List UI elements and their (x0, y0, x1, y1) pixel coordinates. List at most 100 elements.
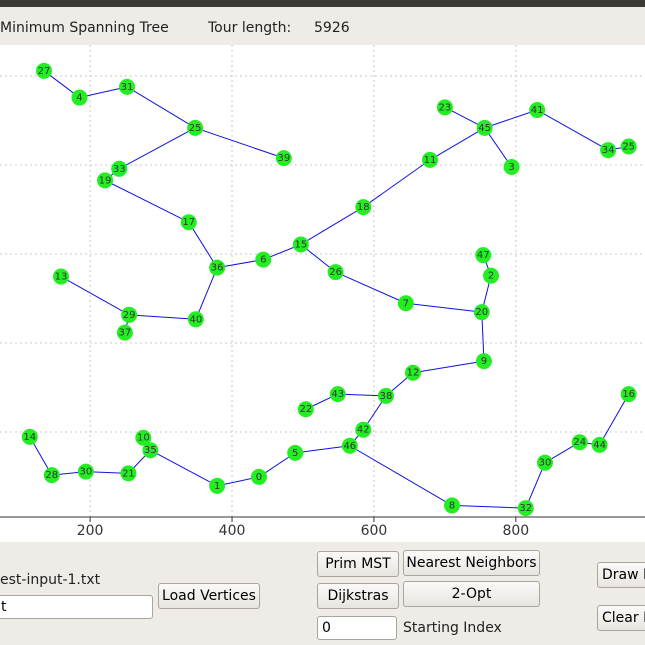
index-label: Starting Index (403, 620, 502, 636)
draw-button[interactable]: Draw L (597, 562, 645, 588)
node (77, 463, 94, 480)
dijkstra-button[interactable]: Dijkstras (317, 583, 399, 609)
node (475, 247, 492, 264)
node-label: 7 (403, 298, 409, 309)
title-bar (0, 0, 645, 7)
prim-button[interactable]: Prim MST (317, 551, 399, 577)
edge (60, 276, 130, 316)
node-label: 40 (189, 314, 202, 325)
edge (300, 206, 364, 245)
node (620, 386, 637, 403)
node-label: 2 (488, 271, 494, 282)
node-label: 21 (122, 468, 135, 479)
node-label: 41 (531, 105, 544, 116)
edge (481, 312, 485, 362)
node-label: 45 (478, 123, 491, 134)
node (443, 497, 460, 514)
node (209, 259, 226, 276)
edge (349, 445, 453, 506)
node-label: 27 (38, 66, 51, 77)
node-label: 39 (277, 153, 290, 164)
node-label: 6 (260, 255, 266, 266)
node-label: 30 (539, 458, 552, 469)
node-label: 32 (519, 503, 532, 514)
node-label: 23 (439, 102, 452, 113)
node-label: 33 (113, 164, 126, 175)
node-label: 44 (593, 440, 606, 451)
node-label: 0 (256, 472, 262, 483)
node (591, 436, 608, 453)
x-tick-label: 200 (77, 523, 104, 539)
node (21, 428, 38, 445)
x-tick-label: 400 (219, 523, 246, 539)
edge (536, 109, 609, 151)
node (209, 477, 226, 494)
node (517, 500, 534, 517)
node-label: 35 (144, 445, 157, 456)
node-label: 16 (622, 389, 635, 400)
node (397, 295, 414, 312)
node (187, 119, 204, 136)
node (250, 468, 267, 485)
index-spinbox[interactable]: 0 (317, 616, 397, 640)
edge (429, 127, 485, 161)
node-label: 15 (294, 239, 307, 250)
node (135, 429, 152, 446)
node (297, 401, 314, 418)
node (71, 89, 88, 106)
node (571, 434, 588, 451)
file-input[interactable]: t (0, 595, 153, 619)
node-label: 31 (121, 82, 134, 93)
node-label: 25 (189, 123, 202, 134)
edge (129, 314, 196, 320)
node (355, 421, 372, 438)
node-label: 5 (292, 448, 298, 459)
edge (599, 393, 630, 446)
node-label: 11 (424, 155, 437, 166)
tour-value: 5926 (314, 20, 350, 36)
edge (405, 302, 482, 313)
node-label: 22 (299, 404, 312, 415)
node (275, 150, 292, 167)
edge (104, 179, 189, 223)
load-button[interactable]: Load Vertices (158, 583, 260, 609)
node (600, 142, 617, 159)
node-label: 18 (357, 202, 370, 213)
nn-button[interactable]: Nearest Neighbors (403, 550, 540, 576)
edge (195, 267, 218, 320)
opt-button[interactable]: 2-Opt (403, 581, 540, 607)
node (536, 454, 553, 471)
node (111, 160, 128, 177)
node (476, 119, 493, 136)
node (436, 99, 453, 116)
node (292, 236, 309, 253)
node (355, 199, 372, 216)
node (255, 251, 272, 268)
edge (295, 445, 350, 454)
node (120, 465, 137, 482)
node (483, 267, 500, 284)
plot: 200 400 600 8002743125393319173661513293740… (0, 45, 645, 542)
node-label: 47 (477, 250, 490, 261)
mode-label: Minimum Spanning Tree (0, 20, 169, 36)
node (475, 353, 492, 370)
node-label: 38 (380, 391, 393, 402)
node-label: 1 (214, 481, 220, 492)
node-label: 19 (99, 175, 112, 186)
edge (484, 109, 538, 129)
node-label: 10 (137, 433, 150, 444)
node-label: 37 (119, 328, 132, 339)
edge (337, 393, 387, 397)
clear-button[interactable]: Clear L (597, 605, 645, 631)
node (116, 324, 133, 341)
node-label: 46 (343, 441, 356, 452)
edge (363, 159, 431, 208)
node (121, 306, 138, 323)
node (341, 437, 358, 454)
node-label: 42 (357, 425, 370, 436)
node (287, 444, 304, 461)
node-label: 29 (123, 310, 136, 321)
node-label: 43 (331, 389, 344, 400)
file-label: est-input-1.txt (0, 572, 101, 588)
node-label: 4 (76, 93, 82, 104)
